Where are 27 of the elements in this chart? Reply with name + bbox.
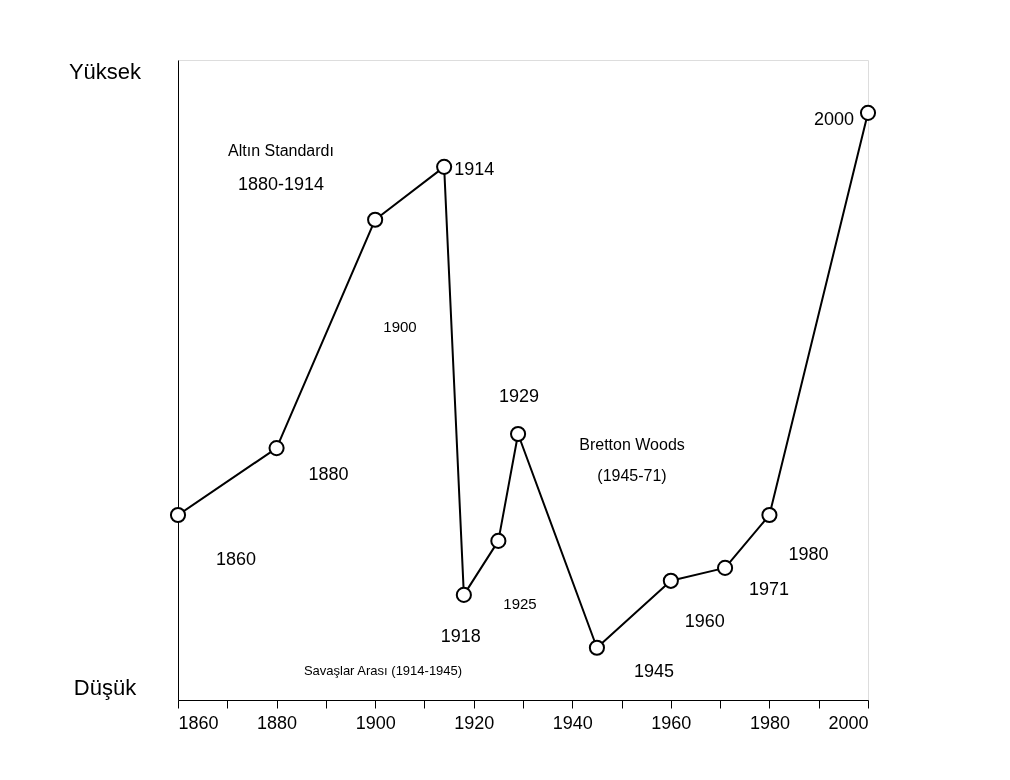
annotation: 1880 [308, 464, 349, 485]
x-tick-label: 1880 [257, 712, 298, 733]
x-tick-label: 1900 [355, 712, 396, 733]
annotation: 1971 [749, 578, 790, 599]
x-tick-label: 1940 [552, 712, 593, 733]
annotation: 1918 [440, 625, 481, 646]
annotation: 1914 [454, 158, 495, 179]
annotation: 1880-1914 [237, 174, 325, 194]
annotation: Savaşlar Arası (1914-1945) [303, 663, 463, 678]
annotation: 1925 [503, 595, 537, 612]
text: Yüksek [68, 59, 143, 84]
annotation: (1945-71) [597, 467, 667, 484]
x-tick-label: 1860 [178, 712, 219, 733]
x-tick-label: 1980 [749, 712, 790, 733]
x-tick-label: 1920 [454, 712, 495, 733]
annotation: 2000 [813, 108, 855, 129]
x-tick-label: 2000 [828, 712, 869, 733]
annotation: 1980 [788, 544, 829, 565]
annotation: Altın Standardı [228, 142, 334, 159]
annotation: 1960 [684, 610, 725, 631]
annotation: 1860 [215, 549, 257, 570]
annotation: Bretton Woods [579, 436, 685, 453]
text: Düşük [73, 675, 138, 700]
x-tick-label: 1960 [651, 712, 692, 733]
annotation: 1945 [633, 660, 674, 681]
annotation: 1929 [499, 386, 540, 407]
annotation: 1900 [383, 318, 417, 335]
